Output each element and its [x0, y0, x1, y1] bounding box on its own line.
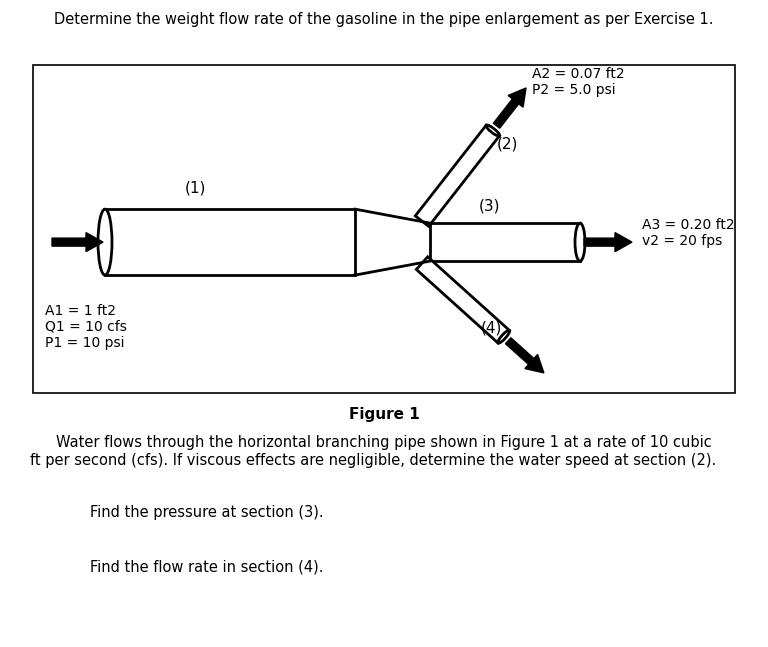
Ellipse shape — [486, 125, 500, 136]
Bar — [33, 65, 735, 393]
Text: A3 = 0.20 ft2: A3 = 0.20 ft2 — [642, 218, 735, 232]
Polygon shape — [493, 88, 526, 128]
Text: (3): (3) — [479, 198, 501, 213]
Text: (1): (1) — [184, 180, 206, 195]
Polygon shape — [52, 233, 103, 252]
Bar — [430, 223, 580, 261]
Polygon shape — [505, 338, 544, 373]
Text: A1 = 1 ft2: A1 = 1 ft2 — [45, 304, 116, 318]
Ellipse shape — [575, 223, 585, 261]
Ellipse shape — [98, 209, 112, 275]
Text: Find the pressure at section (3).: Find the pressure at section (3). — [90, 505, 323, 520]
Ellipse shape — [498, 330, 510, 343]
Text: (2): (2) — [497, 137, 518, 151]
Polygon shape — [416, 257, 509, 343]
Polygon shape — [415, 126, 499, 226]
Text: (4): (4) — [481, 321, 502, 336]
Bar — [105, 209, 355, 275]
Text: Determine the weight flow rate of the gasoline in the pipe enlargement as per Ex: Determine the weight flow rate of the ga… — [55, 12, 713, 27]
Text: Find the flow rate in section (4).: Find the flow rate in section (4). — [90, 560, 323, 575]
Text: A2 = 0.07 ft2: A2 = 0.07 ft2 — [532, 67, 625, 81]
Text: P1 = 10 psi: P1 = 10 psi — [45, 336, 124, 350]
Text: ft per second (cfs). If viscous effects are negligible, determine the water spee: ft per second (cfs). If viscous effects … — [30, 453, 717, 468]
Polygon shape — [584, 233, 632, 252]
Text: v2 = 20 fps: v2 = 20 fps — [642, 234, 722, 248]
Text: Q1 = 10 cfs: Q1 = 10 cfs — [45, 320, 127, 334]
Text: P2 = 5.0 psi: P2 = 5.0 psi — [532, 83, 616, 96]
Text: Figure 1: Figure 1 — [349, 407, 419, 422]
Text: Water flows through the horizontal branching pipe shown in Figure 1 at a rate of: Water flows through the horizontal branc… — [56, 435, 712, 450]
